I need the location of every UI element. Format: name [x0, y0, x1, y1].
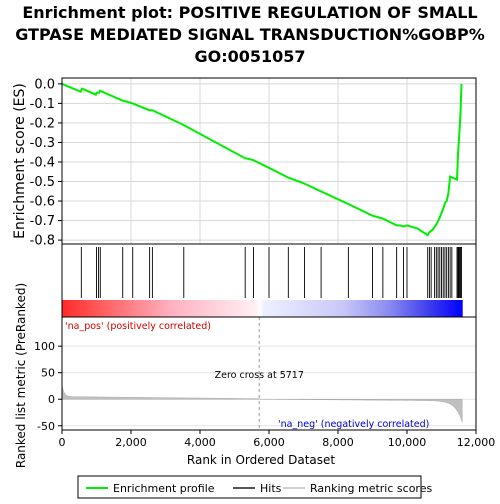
title-line-1: Enrichment plot: POSITIVE REGULATION OF …: [22, 3, 478, 22]
ranked-y-axis: 100 50 0 -50: [34, 340, 62, 433]
ranked-panel-frame: [61, 316, 477, 431]
hit-marks: [80, 247, 462, 298]
x-tick-label: 8,000: [322, 436, 354, 449]
es-y-tick-label: -0.7: [30, 214, 55, 229]
x-tick-label: 2,000: [115, 436, 147, 449]
chart-title: Enrichment plot: POSITIVE REGULATION OF …: [0, 2, 500, 68]
ranked-gridlines: [62, 345, 476, 427]
x-tick-label: 4,000: [184, 436, 216, 449]
es-y-tick-label: -0.3: [30, 136, 55, 151]
es-y-tick-label: -0.5: [30, 175, 55, 190]
es-y-tick-label: -0.1: [30, 97, 55, 112]
es-y-tick-label: -0.6: [30, 195, 55, 210]
title-line-3: GO:0051057: [194, 47, 306, 66]
ranked-y-tick-label: -50: [37, 420, 55, 433]
x-axis-label: Rank in Ordered Dataset: [187, 453, 335, 467]
es-y-tick-label: -0.4: [30, 155, 55, 170]
x-tick-label: 6,000: [253, 436, 285, 449]
x-axis: 0 2,000 4,000 6,000 8,000 10,000 12,000: [59, 430, 496, 449]
zero-cross-label: Zero cross at 5717: [215, 370, 304, 381]
ranked-y-tick-label: 100: [34, 340, 55, 353]
legend-entry-profile: Enrichment profile: [113, 482, 215, 495]
legend-entry-metric: Ranking metric scores: [310, 482, 432, 495]
es-panel: 0.0 -0.1 -0.2 -0.3 -0.4 -0.5 -0.6 -0.7 -0.8 Enri…: [12, 77, 477, 249]
es-gridlines: [61, 78, 477, 244]
x-tick-label: 10,000: [388, 436, 427, 449]
positive-correlation-label: 'na_pos' (positively correlated): [65, 321, 211, 332]
x-tick-label: 0: [59, 436, 66, 449]
ranked-y-axis-label: Ranked list metric (PreRanked): [14, 283, 28, 468]
x-tick-label: 12,000: [457, 436, 496, 449]
es-y-tick-label: -0.8: [30, 234, 55, 249]
enrichment-profile-line: [62, 82, 463, 237]
ranked-metric-panel: 'na_pos' (positively correlated) 'na_neg…: [14, 283, 495, 468]
ranking-metric-area: [61, 384, 463, 423]
legend-entry-hits: Hits: [260, 482, 282, 495]
title-line-2: GTPASE MEDIATED SIGNAL TRANSDUCTION%GOBP…: [15, 25, 485, 44]
es-y-axis-label: Enrichment score (ES): [12, 83, 28, 239]
ranked-y-tick-label: 50: [41, 367, 55, 380]
hits-panel: [61, 243, 477, 318]
es-y-tick-label: 0.0: [34, 77, 55, 92]
ranking-color-bar: [62, 300, 463, 317]
es-y-tick-label: -0.2: [30, 116, 55, 131]
negative-correlation-label: 'na_neg' (negatively correlated): [278, 419, 429, 430]
ranked-y-tick-label: 0: [48, 393, 55, 406]
legend: Enrichment profile Hits Ranking metric s…: [77, 475, 432, 499]
es-y-axis: 0.0 -0.1 -0.2 -0.3 -0.4 -0.5 -0.6 -0.7 -0.8: [30, 77, 62, 249]
